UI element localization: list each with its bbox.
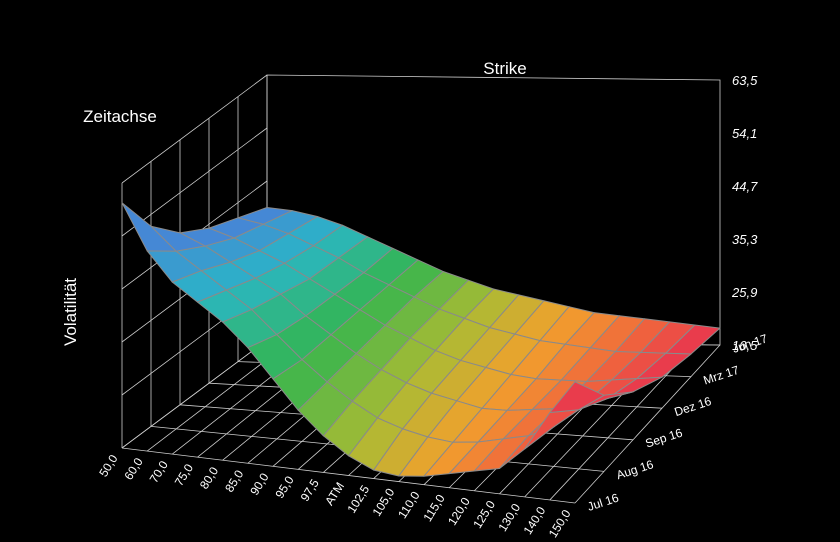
x-tick-label: 130,0 xyxy=(495,501,523,534)
x-tick-label: 110,0 xyxy=(395,489,422,521)
z-tick-label: 44,7 xyxy=(732,179,758,194)
z-tick-label: 25,9 xyxy=(731,285,757,300)
floor-line-strike xyxy=(121,339,268,449)
x-tick-label: 80,0 xyxy=(197,464,221,492)
y-tick-label: Sep 16 xyxy=(644,425,685,450)
x-tick-label: 140,0 xyxy=(521,504,549,537)
z-tick-label: 16,5 xyxy=(732,338,758,353)
left-wall-horizontal xyxy=(121,74,268,184)
z-axis-title: Volatilität xyxy=(61,278,80,346)
x-axis-title: Strike xyxy=(483,59,526,78)
y-tick-label: Jul 16 xyxy=(586,491,621,514)
x-tick-label: 60,0 xyxy=(121,455,145,483)
y-axis-title: Zeitachse xyxy=(83,107,157,126)
x-tick-label: 90,0 xyxy=(247,470,271,498)
x-tick-label: 85,0 xyxy=(222,467,246,495)
left-wall-horizontal xyxy=(121,127,268,237)
surface-mesh xyxy=(121,202,721,477)
x-tick-label: 105,0 xyxy=(370,486,398,519)
x-tick-label: 95,0 xyxy=(272,473,296,501)
x-tick-label: 102,5 xyxy=(344,482,372,515)
x-tick-label: 97,5 xyxy=(298,476,322,504)
floor-line-expiry xyxy=(121,447,576,504)
x-tick-label: 120,0 xyxy=(445,495,473,528)
x-tick-label: 115,0 xyxy=(420,492,447,524)
y-tick-label: Mrz 17 xyxy=(702,363,742,388)
y-tick-label: Aug 16 xyxy=(615,457,656,482)
y-tick-label: Dez 16 xyxy=(673,394,714,419)
surface-cell xyxy=(549,381,605,414)
x-tick-label: ATM xyxy=(322,480,347,508)
x-tick-label: 75,0 xyxy=(172,461,196,489)
x-tick-label: 50,0 xyxy=(96,452,120,480)
z-tick-label: 35,3 xyxy=(732,232,758,247)
floor-line-strike xyxy=(574,344,721,504)
surface-cell xyxy=(121,202,177,252)
z-tick-label: 63,5 xyxy=(732,73,758,88)
x-tick-label: 70,0 xyxy=(147,458,171,486)
x-tick-label: 125,0 xyxy=(470,498,498,531)
z-tick-label: 54,1 xyxy=(732,126,757,141)
x-tick-label: 150,0 xyxy=(546,507,574,540)
